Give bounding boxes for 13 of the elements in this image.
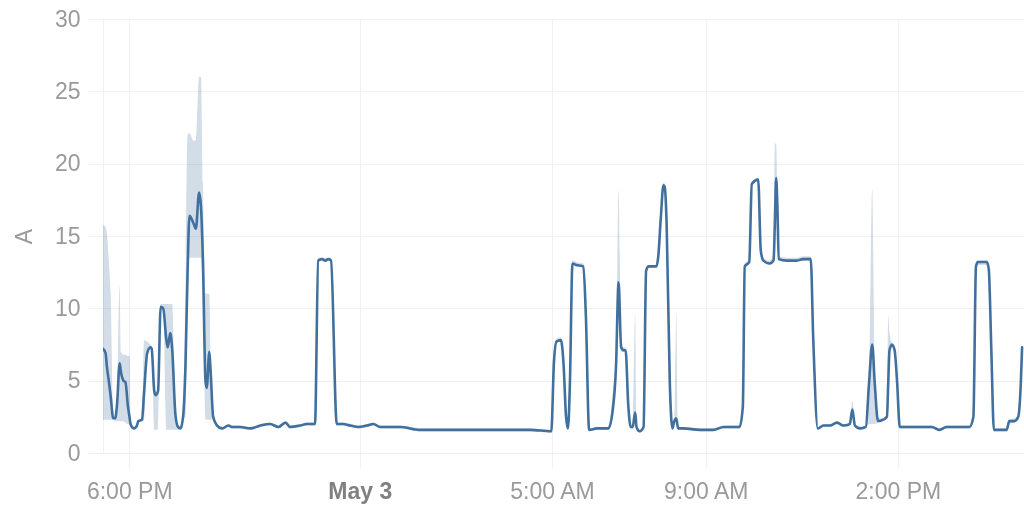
y-tick-label: 15 <box>54 222 81 249</box>
y-tick-label: 0 <box>67 439 81 466</box>
y-tick-label: 30 <box>54 5 81 32</box>
y-tick-label: 10 <box>54 294 81 321</box>
x-tick-label: 2:00 PM <box>855 477 942 504</box>
y-axis-title: A <box>10 228 37 245</box>
x-tick-label: 9:00 AM <box>663 477 749 504</box>
y-tick-label: 25 <box>54 77 81 104</box>
x-tick-label: 5:00 AM <box>510 477 595 504</box>
y-tick-label: 20 <box>54 150 81 177</box>
x-tick-label: 6:00 PM <box>86 477 173 504</box>
y-tick-label: 5 <box>67 367 81 394</box>
x-tick-label: May 3 <box>328 477 393 504</box>
